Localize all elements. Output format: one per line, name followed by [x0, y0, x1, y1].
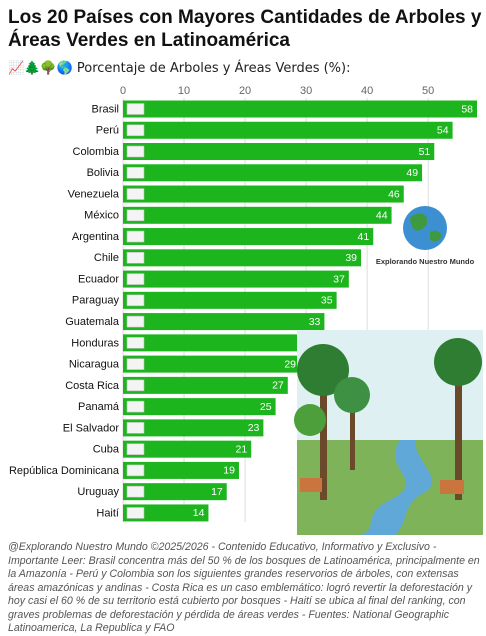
flag: [126, 315, 145, 328]
value-label: 54: [437, 125, 449, 137]
y-tick-label: Guatemala: [65, 316, 120, 328]
value-label: 41: [358, 231, 370, 243]
bar: [123, 185, 404, 203]
value-label: 17: [211, 486, 223, 498]
bar: [123, 249, 362, 267]
flag: [126, 273, 145, 285]
y-tick-label: Paraguay: [72, 295, 120, 307]
value-label: 23: [248, 422, 260, 434]
value-label: 46: [388, 188, 400, 200]
value-label: 49: [406, 167, 418, 179]
logo-text: Explorando Nuestro Mundo: [376, 257, 475, 266]
x-tick-label: 10: [178, 85, 190, 97]
y-tick-label: Cuba: [93, 444, 120, 456]
y-tick-label: El Salvador: [63, 422, 120, 434]
flag: [126, 485, 145, 498]
flag: [126, 294, 145, 307]
bar: [123, 440, 252, 458]
bar: [123, 461, 239, 479]
y-tick-label: Colombia: [73, 146, 120, 158]
y-tick-label: Brasil: [91, 103, 119, 115]
footer: @Explorando Nuestro Mundo ©2025/2026 - C…: [8, 541, 480, 634]
bar: [123, 483, 227, 501]
value-label: 33: [309, 316, 321, 328]
value-label: 21: [235, 443, 247, 455]
y-tick-label: Haití: [96, 507, 119, 519]
flag: [126, 464, 145, 477]
flag: [126, 124, 145, 137]
flag: [126, 358, 145, 370]
flag: [126, 337, 145, 349]
chart: 0 10 20 30 40 50 Brasil 58 Perú 54 Colombia 51 Boliv…: [9, 85, 483, 535]
flag: [126, 443, 145, 455]
x-tick-label: 0: [120, 85, 126, 97]
bar: [123, 376, 288, 394]
bar: [123, 398, 276, 416]
y-tick-label: Argentina: [72, 231, 120, 243]
x-tick-label: 30: [300, 85, 312, 97]
value-label: 39: [345, 252, 357, 264]
illustration: [294, 206, 483, 535]
bar: [123, 100, 477, 118]
flag: [126, 422, 145, 434]
flag: [126, 252, 145, 264]
y-tick-label: Honduras: [71, 337, 119, 349]
flag: [126, 230, 145, 243]
value-label: 29: [284, 358, 296, 370]
y-tick-label: Uruguay: [77, 486, 119, 498]
y-tick-label: Costa Rica: [65, 380, 120, 392]
flag: [126, 188, 145, 200]
y-tick-label: Ecuador: [78, 273, 119, 285]
y-tick-label: Chile: [94, 252, 119, 264]
value-label: 37: [333, 273, 345, 285]
flag: [126, 145, 145, 158]
flag: [126, 507, 145, 519]
bar: [123, 419, 264, 437]
x-tick-label: 40: [361, 85, 373, 97]
chart-title: Los 20 Países con Mayores Cantidades de …: [8, 7, 482, 51]
y-tick-label: Perú: [96, 125, 119, 137]
bar: [123, 355, 300, 373]
bar: [123, 313, 325, 331]
y-tick-label: Nicaragua: [69, 359, 120, 371]
y-tick-label: México: [84, 210, 119, 222]
flag: [126, 166, 145, 179]
x-tick-label: 50: [422, 85, 434, 97]
flag: [126, 103, 145, 115]
y-tick-label: República Dominicana: [9, 465, 120, 477]
x-tick-label: 20: [239, 85, 251, 97]
bar: [123, 164, 423, 182]
bar: [123, 291, 337, 309]
bar: [123, 228, 374, 246]
y-tick-label: Panamá: [78, 401, 120, 413]
chart-subtitle: 📈🌲🌳🌎 Porcentaje de Arboles y Áreas Verde…: [8, 61, 351, 76]
value-label: 25: [260, 401, 272, 413]
bar: [123, 206, 392, 224]
y-tick-label: Bolivia: [87, 167, 120, 179]
bar: [123, 121, 453, 139]
flag: [126, 209, 145, 222]
value-label: 27: [272, 380, 284, 392]
flag: [126, 379, 145, 392]
value-label: 19: [223, 465, 235, 477]
bar: [123, 334, 313, 352]
value-label: 14: [193, 507, 205, 519]
bar: [123, 143, 435, 161]
y-tick-label: Venezuela: [68, 188, 120, 200]
value-label: 44: [376, 210, 388, 222]
value-label: 51: [419, 146, 431, 158]
bar: [123, 270, 349, 288]
value-label: 58: [461, 103, 473, 115]
flag: [126, 400, 145, 413]
bar: [123, 504, 209, 522]
plot: 0 10 20 30 40 50 Brasil 58 Perú 54 Colombia 51 Boliv…: [9, 85, 477, 522]
value-label: 35: [321, 295, 333, 307]
